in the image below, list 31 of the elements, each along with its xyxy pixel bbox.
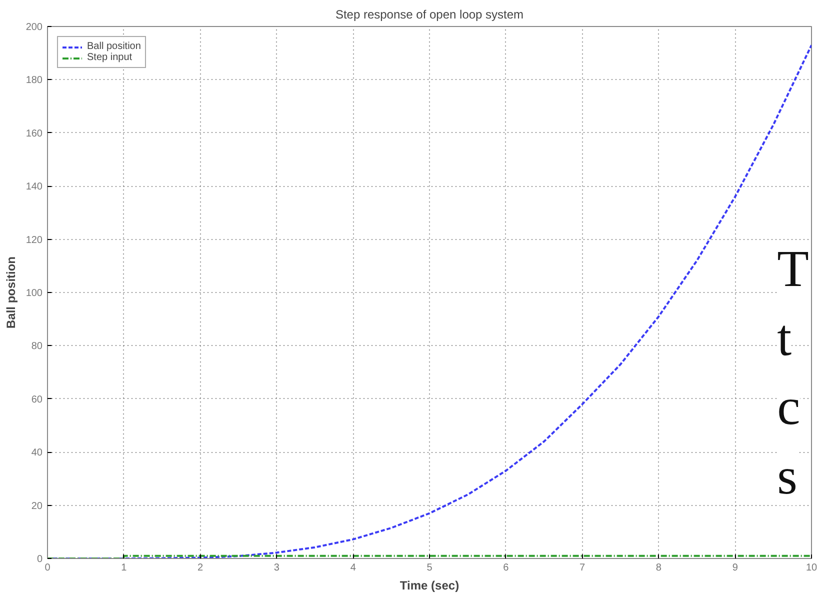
x-axis-title: Time (sec)	[400, 578, 460, 592]
x-tick-label: 10	[806, 562, 818, 574]
x-tick-label: 7	[580, 562, 586, 574]
y-tick-label: 160	[26, 128, 43, 140]
annotation: c	[777, 379, 800, 436]
y-tick-label: 120	[26, 234, 43, 246]
x-tick-label: 6	[503, 562, 510, 574]
y-tick-label: 0	[36, 554, 43, 565]
y-tick-label: 180	[26, 75, 43, 86]
x-tick-label: 4	[350, 562, 356, 574]
x-tick-label: 3	[274, 562, 280, 574]
legend-label: Ball position	[87, 41, 141, 52]
legend-label: Step input	[87, 52, 132, 63]
y-tick-label: 40	[31, 448, 43, 459]
annotation: s	[777, 448, 798, 506]
y-axis-title: Ball position	[4, 256, 18, 328]
y-tick-label: 20	[31, 500, 43, 512]
annotation: t	[777, 310, 792, 367]
x-tick-label: 5	[426, 562, 433, 574]
x-tick-label: 1	[121, 562, 128, 574]
y-tick-label: 140	[26, 182, 43, 193]
y-tick-label: 100	[26, 288, 43, 299]
x-tick-label: 9	[732, 562, 738, 574]
y-tick-label: 80	[31, 341, 43, 352]
x-tick-label: 8	[656, 562, 662, 574]
x-tick-label: 2	[198, 562, 204, 574]
chart-title: Step response of open loop system	[335, 8, 524, 22]
annotation: T	[777, 240, 809, 298]
x-tick-label: 0	[44, 562, 51, 574]
y-tick-label: 200	[26, 22, 43, 33]
y-tick-label: 60	[31, 394, 43, 406]
